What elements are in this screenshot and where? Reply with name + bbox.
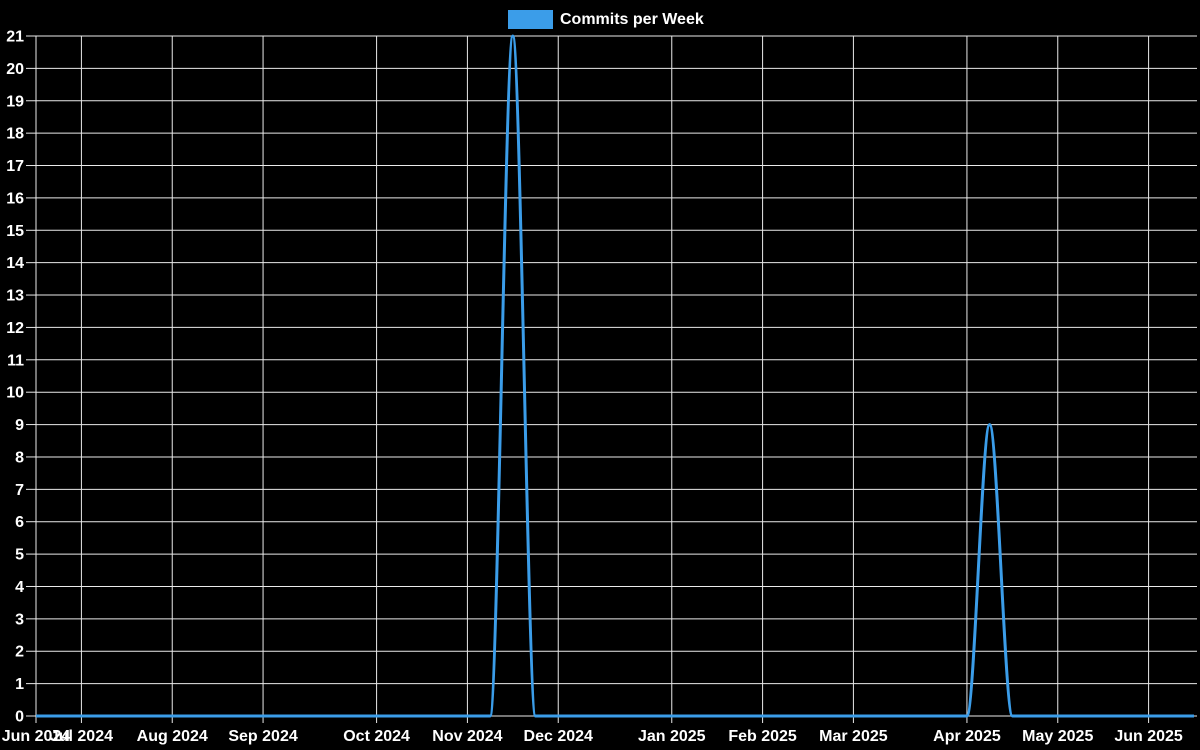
legend[interactable]: Commits per Week: [508, 10, 704, 29]
x-tick-label: Feb 2025: [728, 728, 797, 745]
x-tick-label: Apr 2025: [933, 728, 1001, 745]
x-tick-label: Jul 2024: [50, 728, 113, 745]
y-tick-label: 12: [6, 320, 24, 337]
x-tick-label: Jun 2025: [1114, 728, 1183, 745]
x-tick-label: Dec 2024: [524, 728, 593, 745]
x-tick-label: Oct 2024: [343, 728, 410, 745]
x-tick-label: Jun 2024: [2, 728, 71, 745]
x-tick-label: Mar 2025: [819, 728, 888, 745]
y-tick-label: 17: [6, 158, 24, 175]
y-tick-label: 4: [15, 579, 24, 596]
y-tick-label: 3: [15, 611, 24, 628]
y-tick-label: 0: [15, 709, 24, 726]
y-tick-label: 15: [6, 223, 24, 240]
y-tick-label: 6: [15, 514, 24, 531]
legend-swatch-icon: [508, 10, 553, 29]
y-tick-label: 5: [15, 547, 24, 564]
y-tick-label: 8: [15, 449, 24, 466]
y-tick-label: 20: [6, 61, 24, 78]
y-tick-label: 13: [6, 288, 24, 305]
y-tick-label: 19: [6, 93, 24, 110]
x-tick-label: Sep 2024: [228, 728, 297, 745]
y-tick-label: 11: [7, 352, 24, 369]
y-tick-label: 1: [15, 676, 24, 693]
y-tick-label: 18: [6, 126, 24, 143]
x-tick-label: Jan 2025: [638, 728, 706, 745]
y-tick-label: 2: [15, 644, 24, 661]
y-tick-label: 10: [6, 385, 24, 402]
x-tick-label: Aug 2024: [137, 728, 208, 745]
y-tick-label: 16: [6, 190, 24, 207]
y-tick-label: 9: [15, 417, 24, 434]
x-tick-label: May 2025: [1022, 728, 1093, 745]
y-tick-label: 7: [15, 482, 24, 499]
commits-line-series: [36, 34, 1194, 718]
y-tick-label: 21: [6, 29, 24, 46]
x-tick-label: Nov 2024: [432, 728, 502, 745]
y-tick-label: 14: [6, 255, 24, 272]
legend-label: Commits per Week: [560, 11, 704, 28]
